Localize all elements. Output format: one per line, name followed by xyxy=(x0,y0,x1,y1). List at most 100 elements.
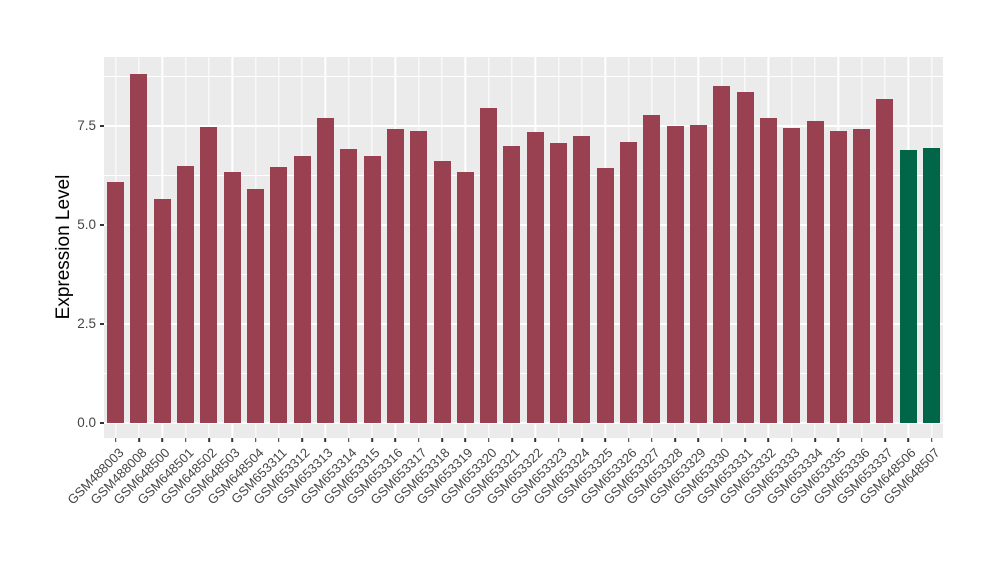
major-gridline xyxy=(104,125,943,127)
bar-cell: GSM653330 xyxy=(670,57,733,507)
bar-GSM648506 xyxy=(899,150,917,423)
bar-GSM653323 xyxy=(550,143,568,423)
bar-GSM653334 xyxy=(806,120,824,423)
y-tick-mark xyxy=(100,422,104,424)
y-tick-mark xyxy=(100,125,104,127)
bar-GSM653333 xyxy=(783,127,801,423)
x-tick-mark xyxy=(487,438,490,442)
bar-GSM648507 xyxy=(923,148,941,423)
bar-cell: GSM653336 xyxy=(810,57,873,507)
x-tick-mark xyxy=(138,438,140,442)
x-tick-mark xyxy=(907,438,910,442)
x-tick-mark xyxy=(581,438,583,442)
bar-GSM653312 xyxy=(293,156,311,423)
bar-cell: GSM653315 xyxy=(320,57,383,507)
y-tick-label: 2.5 xyxy=(77,316,96,331)
x-tick-mark xyxy=(417,438,420,442)
minor-gridline xyxy=(104,175,943,176)
bar-GSM648503 xyxy=(223,172,241,423)
minor-gridline xyxy=(104,274,943,275)
bar-cell: GSM653321 xyxy=(460,57,523,507)
x-tick-mark xyxy=(278,438,280,442)
y-axis-title: Expression Level xyxy=(53,174,74,320)
x-tick-mark xyxy=(114,438,117,442)
x-tick-mark xyxy=(627,438,630,442)
bar-cell: GSM648507 xyxy=(880,57,943,507)
minor-gridline xyxy=(104,76,943,77)
bar-cell: GSM648500 xyxy=(111,57,174,507)
y-tick-label: 0.0 xyxy=(77,415,96,430)
bar-cell: GSM648506 xyxy=(857,57,920,507)
bar-cell: GSM488003 xyxy=(64,57,127,507)
bar-cell: GSM653319 xyxy=(414,57,477,507)
y-tick-label: 5.0 xyxy=(77,217,96,232)
x-tick-mark xyxy=(720,438,723,442)
x-tick-mark xyxy=(651,438,653,442)
bar-cell: GSM653332 xyxy=(717,57,780,507)
bar-cell: GSM653335 xyxy=(787,57,850,507)
bar-cell: GSM653324 xyxy=(530,57,593,507)
major-gridline xyxy=(104,323,943,325)
bar-cell: GSM653326 xyxy=(577,57,640,507)
y-tick-mark xyxy=(100,323,104,325)
bar-GSM653326 xyxy=(620,141,638,423)
bar-GSM653332 xyxy=(759,117,777,423)
x-tick-mark xyxy=(511,438,513,442)
bar-cell: GSM653314 xyxy=(297,57,360,507)
x-tick-mark xyxy=(301,438,303,442)
bar-cell: GSM653312 xyxy=(251,57,314,507)
bar-cell: GSM653334 xyxy=(763,57,826,507)
bar-GSM648501 xyxy=(177,165,195,423)
bar-cell: GSM653322 xyxy=(484,57,547,507)
y-tick-label: 7.5 xyxy=(77,118,96,133)
bar-cell: GSM653328 xyxy=(624,57,687,507)
x-tick-mark xyxy=(441,438,443,442)
bar-GSM653315 xyxy=(363,156,381,423)
bar-GSM653318 xyxy=(433,160,451,423)
bar-GSM653325 xyxy=(596,167,614,423)
x-tick-mark xyxy=(231,438,234,442)
x-tick-mark xyxy=(371,438,373,442)
bar-cell: GSM653323 xyxy=(507,57,570,507)
x-tick-mark xyxy=(394,438,397,442)
plot-panel: GSM488003 GSM488008 GSM648500 GSM648501 GSM6… xyxy=(64,57,943,507)
bar-cell: GSM653337 xyxy=(833,57,896,507)
bar-GSM653320 xyxy=(480,107,498,423)
bar-cell: GSM653318 xyxy=(390,57,453,507)
x-tick-mark xyxy=(860,438,863,442)
bar-GSM653314 xyxy=(340,149,358,423)
bar-GSM653313 xyxy=(316,118,334,423)
bar-cell: GSM653317 xyxy=(367,57,430,507)
bar-cell: GSM653320 xyxy=(437,57,500,507)
bar-GSM653329 xyxy=(689,124,707,423)
bar-GSM653335 xyxy=(829,131,847,423)
bar-GSM653322 xyxy=(526,132,544,423)
bar-GSM653311 xyxy=(270,167,288,423)
bar-cell: GSM648501 xyxy=(134,57,197,507)
bar-cell: GSM653316 xyxy=(344,57,407,507)
x-tick-mark xyxy=(464,438,467,442)
bar-cell: GSM488008 xyxy=(87,57,150,507)
bar-cell: GSM653325 xyxy=(554,57,617,507)
major-gridline xyxy=(104,224,943,226)
bar-cell: GSM648502 xyxy=(157,57,220,507)
bar-GSM488008 xyxy=(130,74,148,423)
bar-cell: GSM648503 xyxy=(181,57,244,507)
bar-GSM653331 xyxy=(736,92,754,423)
bar-cell: GSM648504 xyxy=(204,57,267,507)
x-tick-mark xyxy=(790,438,793,442)
x-tick-mark xyxy=(161,438,164,442)
x-tick-mark xyxy=(930,438,933,442)
x-tick-mark xyxy=(557,438,560,442)
x-tick-mark xyxy=(697,438,700,442)
bar-GSM653337 xyxy=(876,98,894,423)
bar-GSM653324 xyxy=(573,135,591,423)
x-tick-mark xyxy=(884,438,886,442)
bar-GSM648500 xyxy=(153,198,171,423)
bar-GSM648504 xyxy=(247,188,265,423)
y-tick-mark xyxy=(100,224,104,226)
x-tick-mark xyxy=(837,438,840,442)
bar-GSM653319 xyxy=(456,172,474,423)
x-tick-mark xyxy=(347,438,350,442)
